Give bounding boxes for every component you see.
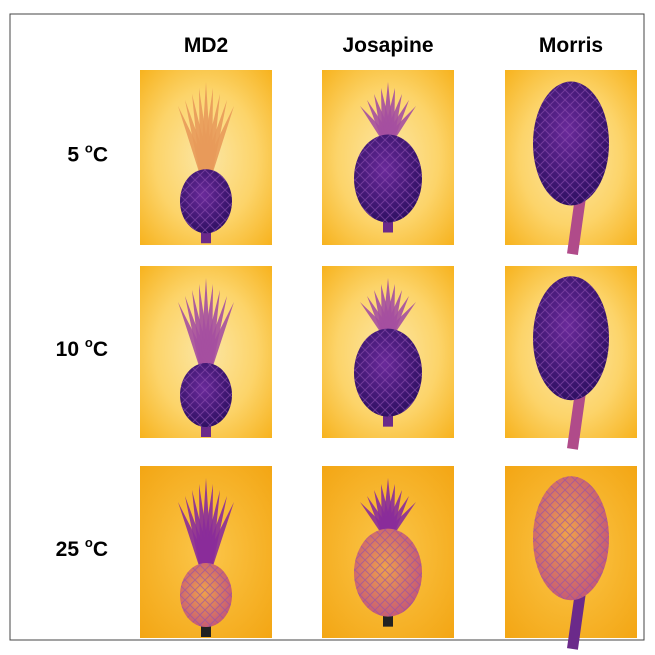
stem [383, 412, 393, 427]
crown-leaf [200, 302, 234, 369]
thermal-image [505, 70, 637, 255]
crown-leaf [200, 496, 227, 569]
row-label: 25 oC [56, 535, 108, 561]
crown-leaf [200, 94, 220, 176]
thermal-image [322, 466, 454, 638]
crown-leaf [382, 302, 416, 335]
crown-leaf [382, 496, 409, 535]
row-label: 10 oC [56, 335, 108, 361]
column-header: MD2 [184, 34, 228, 57]
thermal-image [505, 466, 637, 650]
crown-leaf [382, 296, 409, 335]
crown-leaf [382, 94, 402, 141]
fruit-texture [180, 363, 232, 427]
row-unit: C [93, 338, 108, 361]
stem [383, 218, 393, 233]
fruit-texture [180, 169, 232, 234]
crown-leaf [200, 290, 220, 369]
stem [383, 612, 393, 627]
stem [201, 623, 211, 637]
thermal-image [140, 70, 272, 245]
stem [567, 393, 586, 450]
fruit-texture [533, 276, 609, 401]
row-number: 5 [67, 144, 85, 167]
crown-leaf [382, 490, 402, 535]
fruit-texture [354, 528, 422, 617]
crown-leaf [382, 100, 409, 141]
fruit-texture [533, 476, 609, 601]
stem [567, 593, 586, 650]
crown-leaf [382, 106, 416, 141]
row-degree: o [85, 335, 93, 350]
row-number: 10 [56, 338, 85, 361]
row-degree: o [85, 141, 93, 156]
fruit-texture [533, 81, 609, 206]
thermal-image [140, 266, 272, 438]
frame [9, 13, 645, 641]
column-header: Josapine [342, 34, 433, 57]
crown-leaf [382, 290, 402, 335]
row-degree: o [85, 535, 93, 550]
stem [201, 423, 211, 437]
crown-leaf [382, 502, 416, 535]
thermal-image [505, 266, 637, 450]
fruit-texture [180, 563, 232, 627]
crown-leaf [200, 100, 227, 176]
crown-leaf [200, 502, 234, 569]
row-unit: C [93, 144, 108, 167]
column-header: Morris [539, 34, 603, 57]
crown-leaf [200, 296, 227, 369]
row-number: 25 [56, 538, 85, 561]
thermal-image [322, 70, 454, 245]
crown-leaf [200, 106, 234, 176]
row-unit: C [93, 538, 108, 561]
fruit-texture [354, 328, 422, 417]
thermal-image [322, 266, 454, 438]
thermal-image [140, 466, 272, 638]
stem [567, 198, 586, 255]
fruit-texture [354, 134, 422, 223]
crown-leaf [200, 490, 220, 569]
row-label: 5 oC [67, 141, 108, 167]
stem [201, 229, 211, 244]
